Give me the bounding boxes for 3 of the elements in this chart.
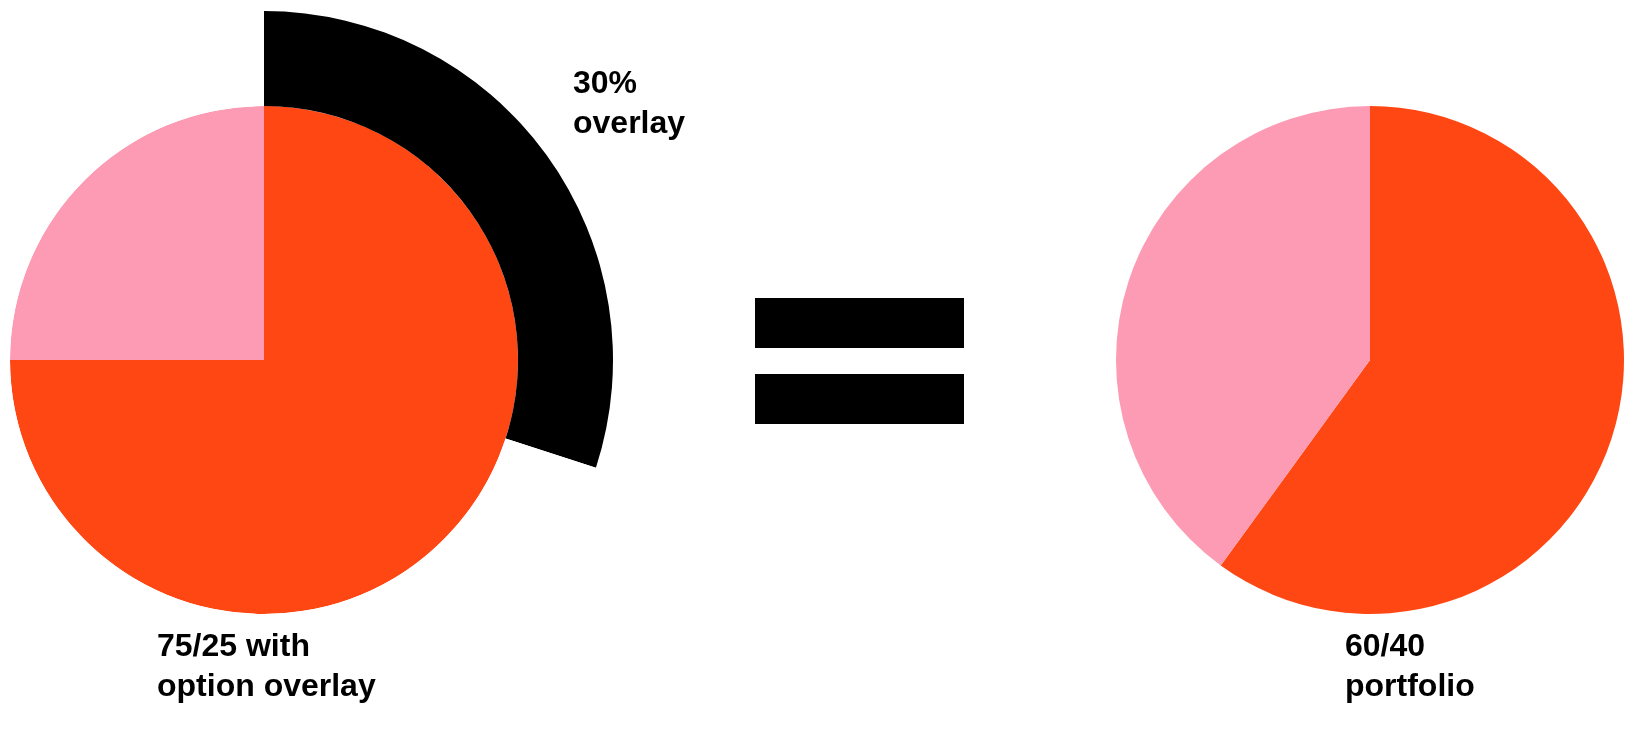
text: 30% overlay (573, 63, 687, 142)
text: 75/25 with option overlay (157, 626, 377, 705)
text: 60/40 portfolio (1345, 626, 1476, 705)
